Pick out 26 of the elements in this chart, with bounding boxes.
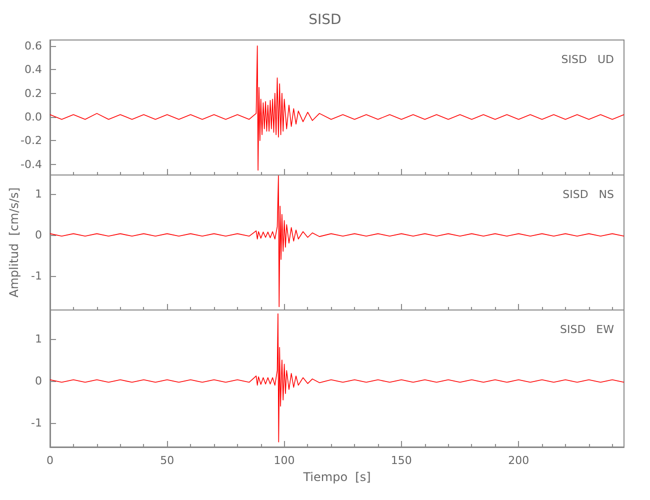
x-tick-label: 150 [390,454,412,467]
y-tick-label: 0 [35,228,42,242]
x-tick-label: 50 [160,454,174,467]
x-tick-label: 100 [274,454,295,467]
annotation: SISD NS [562,188,614,201]
annotation: SISD UD [561,53,614,66]
y-tick-label: 1 [35,332,42,346]
annotation: SISD EW [560,323,614,336]
x-tick-label: 200 [508,454,530,467]
x-tick-label: 0 [46,454,54,467]
y-tick-label: -0.2 [20,134,42,148]
line-series [50,313,624,442]
chart-title: SISD [308,12,342,28]
y-tick-label: -0.4 [20,158,42,171]
y-tick-label: 0 [35,374,42,388]
y-tick-label: 0.0 [24,110,42,124]
y-tick-label: 0.2 [24,86,42,100]
y-tick-label: -1 [31,416,42,430]
y-axis-title: Amplitud [cm/s/s] [7,188,22,298]
x-axis-title: Tiempo [s] [302,470,371,484]
y-tick-label: 0.6 [24,39,42,52]
line-series [50,46,624,171]
y-tick-label: -1 [31,269,42,282]
y-tick-label: 1 [35,187,42,200]
y-tick-label: 0.4 [24,63,42,76]
line-series [50,175,624,308]
